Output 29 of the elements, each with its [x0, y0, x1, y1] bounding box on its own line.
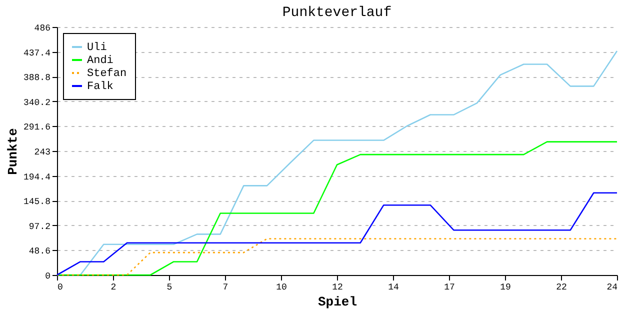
legend-label: Andi	[87, 55, 114, 67]
x-tick-label: 12	[332, 282, 343, 292]
x-tick-label: 14	[388, 282, 399, 292]
x-tick-label: 24	[606, 282, 618, 292]
y-tick-label: 0	[45, 272, 50, 282]
x-tick-label: 22	[556, 282, 567, 292]
y-tick-label: 486	[34, 24, 50, 34]
legend-label: Stefan	[87, 68, 127, 80]
x-tick-label: 7	[222, 282, 228, 292]
x-tick-label: 0	[58, 282, 63, 292]
legend-label: Falk	[87, 81, 114, 93]
x-tick-label: 19	[500, 282, 511, 292]
x-tick-label: 2	[110, 282, 116, 292]
y-tick-label: 437.4	[23, 48, 50, 58]
y-axis-title: Punkte	[5, 128, 20, 175]
y-tick-label: 340.2	[23, 98, 50, 108]
y-tick-label: 194.4	[23, 172, 50, 182]
y-tick-label: 243	[34, 148, 50, 158]
legend-label: Uli	[87, 42, 108, 54]
x-axis-title: Spiel	[318, 294, 358, 310]
y-tick-label: 145.8	[23, 197, 50, 208]
y-tick-label: 388.8	[23, 73, 50, 84]
y-tick-label: 97.2	[28, 222, 50, 232]
x-tick-label: 10	[276, 282, 287, 292]
y-tick-label: 291.6	[23, 122, 50, 133]
x-tick-label: 5	[166, 282, 172, 292]
y-tick-label: 48.6	[28, 246, 50, 257]
x-tick-label: 17	[444, 282, 455, 292]
chart-title: Punkteverlauf	[282, 5, 392, 21]
